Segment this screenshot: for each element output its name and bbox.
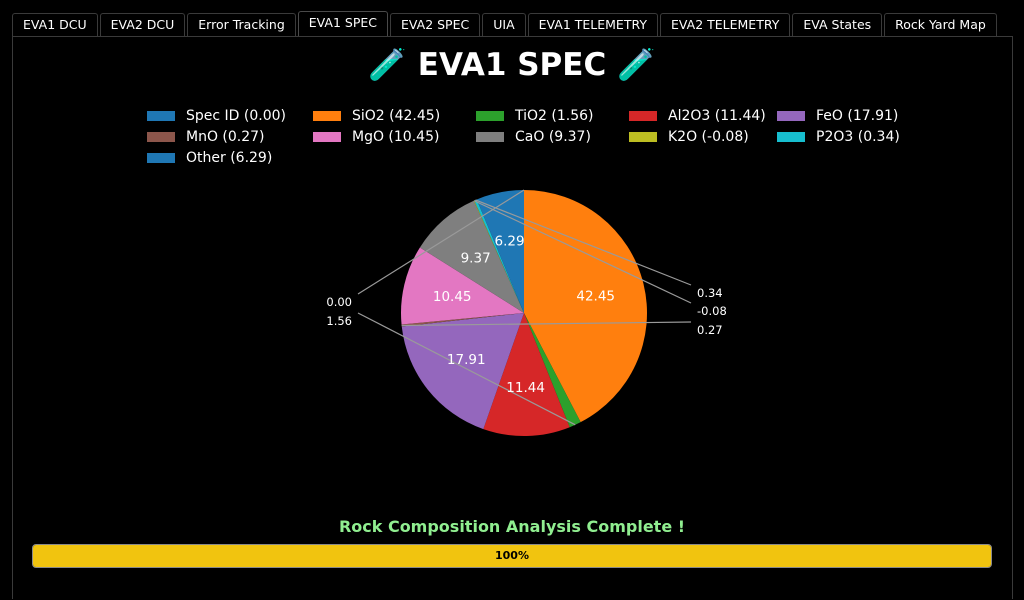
legend-label: Al2O3 (11.44) xyxy=(668,108,766,124)
tab-panel xyxy=(12,36,1013,599)
tab-eva2-dcu[interactable]: EVA2 DCU xyxy=(99,13,186,36)
legend-label: MnO (0.27) xyxy=(186,129,265,145)
legend-item: MgO (10.45) xyxy=(313,129,439,145)
leader-line xyxy=(473,200,692,304)
legend-swatch xyxy=(777,111,805,121)
legend-item: CaO (9.37) xyxy=(476,129,591,145)
pie-slice-mgo xyxy=(401,247,524,325)
legend-label: SiO2 (42.45) xyxy=(352,108,441,124)
legend-swatch xyxy=(147,111,175,121)
legend-item: SiO2 (42.45) xyxy=(313,108,440,124)
legend-swatch xyxy=(476,132,504,142)
legend-label: TiO2 (1.56) xyxy=(515,108,594,124)
legend-swatch xyxy=(147,153,175,163)
tab-eva2-telemetry[interactable]: EVA2 TELEMETRY xyxy=(660,13,791,36)
legend-label: FeO (17.91) xyxy=(816,108,899,124)
legend-item: TiO2 (1.56) xyxy=(476,108,593,124)
pie-slice-tio2 xyxy=(524,313,581,428)
leader-line xyxy=(357,312,576,426)
slice-value-label: 1.56 xyxy=(326,314,352,328)
leader-line xyxy=(357,189,525,295)
pie-slice-p2o3 xyxy=(474,199,524,313)
legend-label: Other (6.29) xyxy=(186,150,273,166)
slice-value-label: 10.45 xyxy=(433,289,472,305)
tab-eva1-spec[interactable]: EVA1 SPEC xyxy=(297,11,388,36)
pie-slice-mno xyxy=(401,313,524,327)
progress-label: 100% xyxy=(495,549,529,562)
pie-slice-sio2 xyxy=(524,190,647,423)
pie-slice-other xyxy=(476,190,524,313)
legend-swatch xyxy=(147,132,175,142)
tab-eva-states[interactable]: EVA States xyxy=(792,13,883,36)
page-title: 🧪 EVA1 SPEC 🧪 xyxy=(368,47,656,83)
slice-value-label: -0.08 xyxy=(697,304,727,318)
slice-value-label: 11.44 xyxy=(506,380,545,396)
tab-eva1-dcu[interactable]: EVA1 DCU xyxy=(12,13,98,36)
leader-line xyxy=(401,321,692,327)
tab-eva2-spec[interactable]: EVA2 SPEC xyxy=(390,13,481,36)
status-message: Rock Composition Analysis Complete ! xyxy=(338,517,686,536)
pie-slice-feo xyxy=(401,313,524,430)
legend-item: MnO (0.27) xyxy=(147,129,265,145)
legend-swatch xyxy=(777,132,805,142)
legend-label: P2O3 (0.34) xyxy=(816,129,900,145)
legend-label: K2O (-0.08) xyxy=(668,129,749,145)
slice-value-label: 17.91 xyxy=(447,352,486,368)
legend-item: FeO (17.91) xyxy=(777,108,898,124)
legend-swatch xyxy=(313,132,341,142)
legend-label: CaO (9.37) xyxy=(515,129,591,145)
slice-value-label: 0.34 xyxy=(697,286,723,300)
pie-slice-cao xyxy=(419,200,524,313)
tab-eva1-telemetry[interactable]: EVA1 TELEMETRY xyxy=(527,13,658,36)
legend-swatch xyxy=(313,111,341,121)
slice-value-label: 0.27 xyxy=(697,323,723,337)
slice-value-label: 0.00 xyxy=(326,295,352,309)
legend-item: Al2O3 (11.44) xyxy=(629,108,766,124)
legend-label: MgO (10.45) xyxy=(352,129,440,145)
tab-rock-yard-map[interactable]: Rock Yard Map xyxy=(884,13,997,36)
pie-slice-al2o3 xyxy=(483,313,570,436)
tab-uia[interactable]: UIA xyxy=(482,13,526,36)
legend-item: Other (6.29) xyxy=(147,150,272,166)
legend-swatch xyxy=(629,132,657,142)
progress-fill xyxy=(33,545,991,567)
legend-swatch xyxy=(629,111,657,121)
pie-slice-k2o xyxy=(473,200,524,313)
legend-item: K2O (-0.08) xyxy=(629,129,749,145)
tab-bar: EVA1 DCU EVA2 DCU Error Tracking EVA1 SPEC E… xyxy=(12,11,999,36)
slice-value-label: 42.45 xyxy=(576,289,615,305)
progress-bar: 100% xyxy=(32,544,992,568)
legend-label: Spec ID (0.00) xyxy=(186,108,286,124)
leader-line xyxy=(475,199,692,286)
legend-swatch xyxy=(476,111,504,121)
slice-value-label: 6.29 xyxy=(495,234,525,250)
legend-item: P2O3 (0.34) xyxy=(777,129,900,145)
slice-value-label: 9.37 xyxy=(461,250,491,266)
legend-item: Spec ID (0.00) xyxy=(147,108,286,124)
tab-error-tracking[interactable]: Error Tracking xyxy=(187,13,296,36)
